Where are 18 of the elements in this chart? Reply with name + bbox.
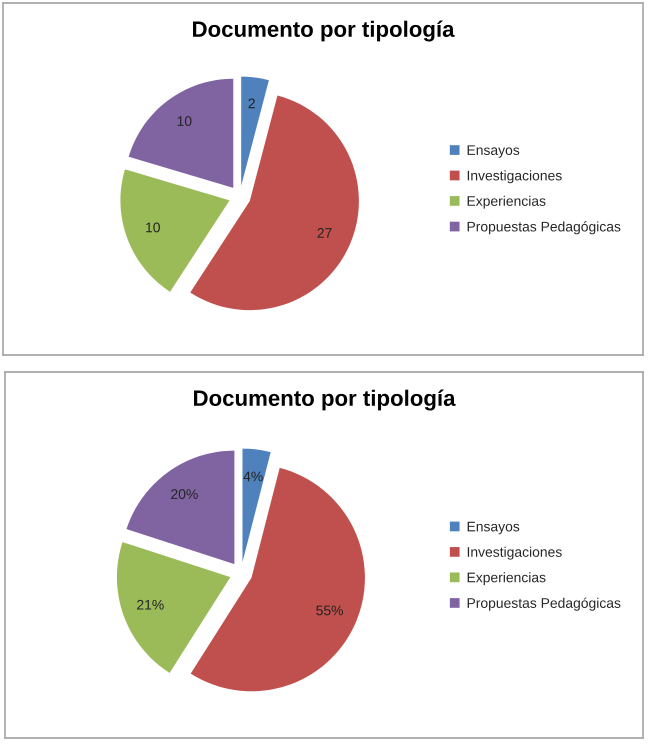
legend-label: Experiencias <box>468 572 546 586</box>
data-label: 4% <box>243 472 263 482</box>
data-label: 2 <box>248 98 255 108</box>
chart-title: Documento por tipología <box>194 389 456 411</box>
data-label: 27 <box>318 228 332 238</box>
legend-label: Experiencias <box>468 196 546 209</box>
data-label: 55% <box>316 606 343 616</box>
legend-label: Ensayos <box>468 522 520 534</box>
legend-label: Investigaciones <box>468 546 562 560</box>
data-label: 10 <box>178 116 192 126</box>
legend-label: Ensayos <box>468 145 520 158</box>
legend-label: Investigaciones <box>468 170 562 184</box>
legend-label: Propuestas Pedagógicas <box>468 221 620 234</box>
data-label: 10 <box>146 222 160 232</box>
legend-label: Propuestas Pedagógicas <box>468 598 620 611</box>
data-label: 20% <box>171 489 198 500</box>
chart-title: Documento por tipología <box>193 20 455 42</box>
data-label: 21% <box>137 600 164 610</box>
